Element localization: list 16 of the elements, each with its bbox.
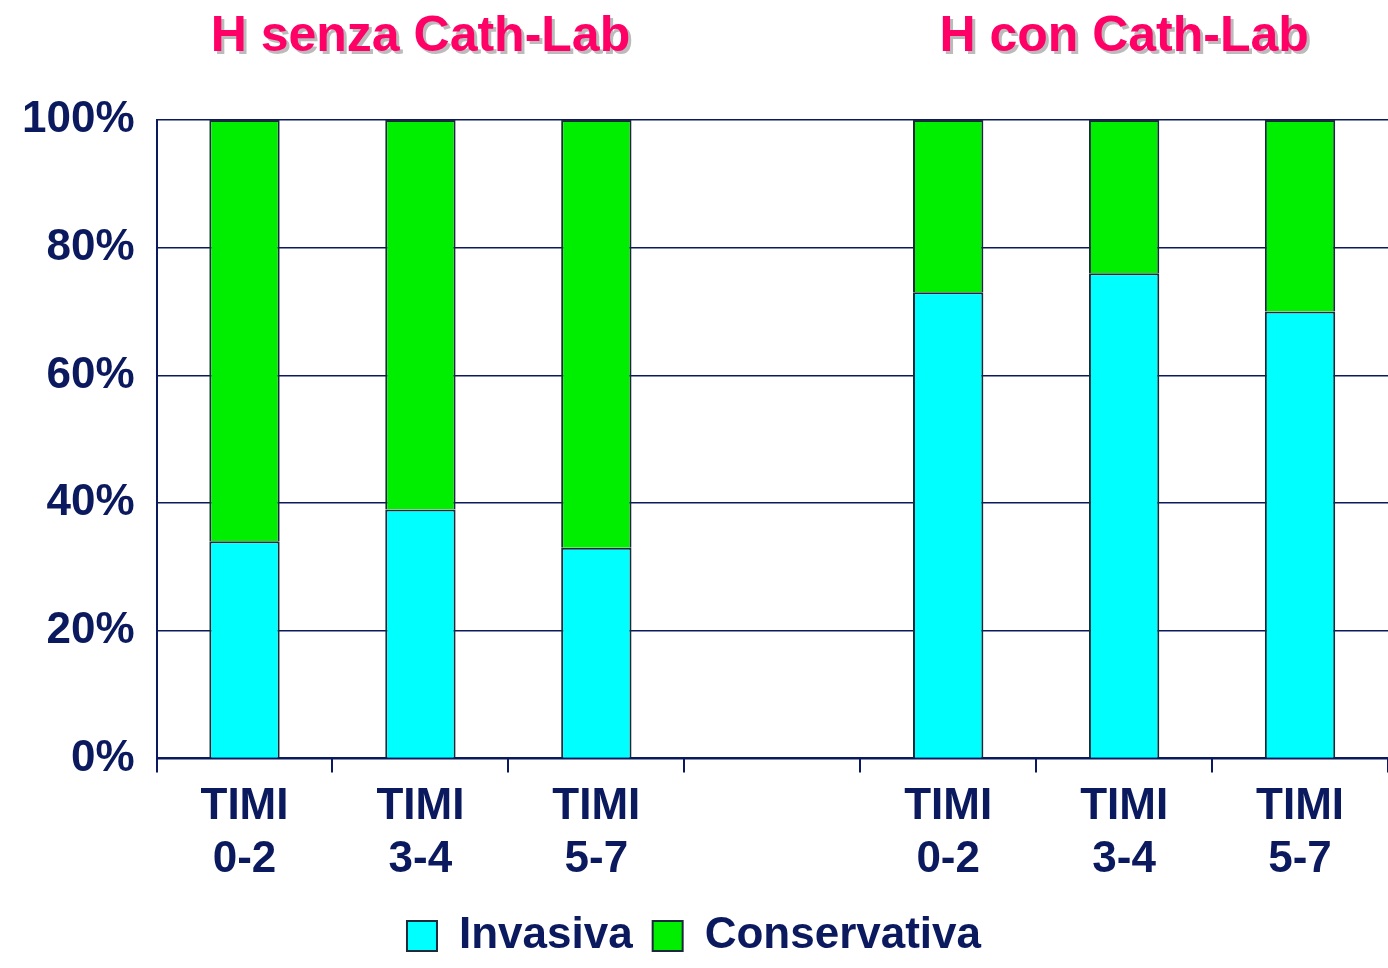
- x-tick-label: TIMI 3-4: [376, 778, 465, 881]
- y-tick-label: 100%: [21, 92, 135, 142]
- legend-label: Invasiva: [458, 908, 634, 958]
- x-tick-label: TIMI 3-4: [1080, 778, 1169, 881]
- legend-label: Conservativa: [704, 908, 982, 958]
- x-tick-label: TIMI 5-7: [552, 778, 641, 881]
- text: H con Cath-Lab: [942, 8, 1312, 65]
- x-tick-label: TIMI 5-7: [1256, 778, 1345, 881]
- y-tick-label: 60%: [46, 347, 135, 397]
- x-tick-label: TIMI 0-2: [200, 778, 289, 881]
- y-tick-label: 0%: [70, 730, 135, 780]
- y-tick-label: 20%: [46, 602, 135, 652]
- y-tick-label: 40%: [46, 475, 135, 525]
- text: H senza Cath-Lab: [213, 8, 634, 65]
- x-tick-label: TIMI 0-2: [904, 778, 993, 881]
- y-tick-label: 80%: [46, 219, 135, 269]
